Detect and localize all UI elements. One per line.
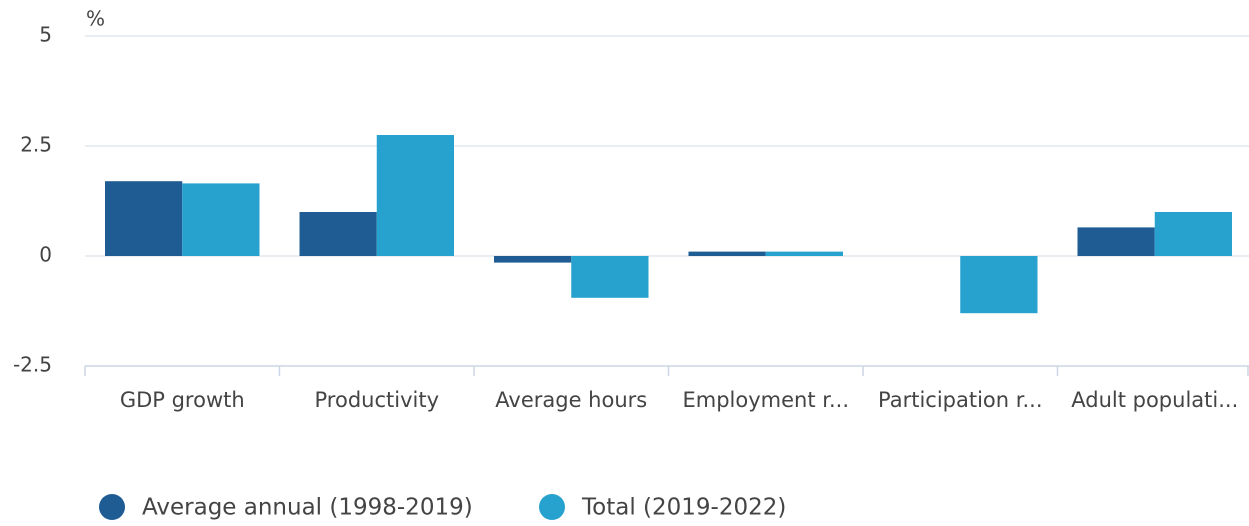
x-tick-label: Adult populati... (1071, 388, 1238, 412)
bar (688, 251, 766, 256)
legend-marker (99, 494, 125, 520)
legend-marker (539, 494, 565, 520)
x-tick-label: Employment r... (683, 388, 850, 412)
bar (105, 181, 183, 256)
bar (571, 256, 649, 298)
x-tick-label: Productivity (315, 388, 440, 412)
y-tick-label: 5 (39, 23, 52, 47)
bar (494, 256, 572, 263)
bar (182, 183, 260, 256)
bar (960, 256, 1038, 314)
y-tick-label: -2.5 (13, 353, 52, 377)
legend-label: Total (2019-2022) (581, 495, 786, 521)
y-axis-label: % (86, 7, 105, 31)
bar (376, 135, 454, 256)
bar (299, 212, 377, 256)
x-tick-label: GDP growth (120, 388, 245, 412)
y-tick-label: 0 (39, 243, 52, 267)
bar (1154, 212, 1232, 256)
legend-label: Average annual (1998-2019) (142, 495, 473, 521)
bar (765, 251, 843, 256)
y-tick-label: 2.5 (20, 133, 52, 157)
x-tick-label: Average hours (495, 388, 647, 412)
x-tick-label: Participation r... (878, 388, 1043, 412)
bar (1077, 227, 1155, 256)
